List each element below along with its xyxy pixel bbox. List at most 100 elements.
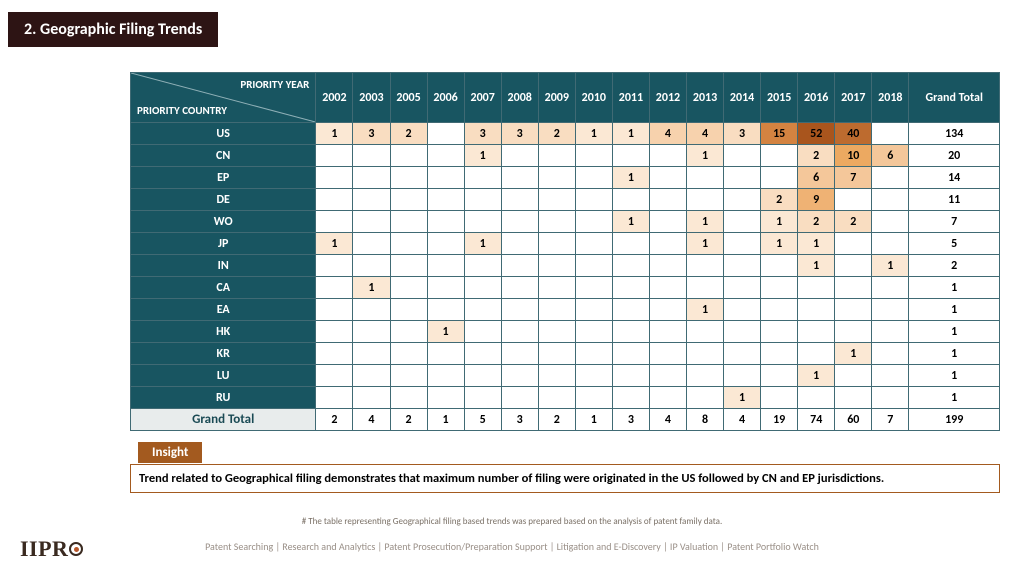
col-total: 8	[687, 409, 724, 431]
data-cell	[316, 365, 353, 387]
data-cell	[835, 387, 872, 409]
data-cell	[687, 321, 724, 343]
data-cell	[427, 255, 464, 277]
data-cell	[835, 299, 872, 321]
data-cell	[464, 343, 501, 365]
data-cell	[872, 233, 909, 255]
data-cell	[464, 277, 501, 299]
header-year: 2016	[798, 73, 835, 123]
data-cell	[649, 233, 686, 255]
filing-table-container: PRIORITY YEAR PRIORITY COUNTRY 200220032…	[130, 72, 1000, 431]
data-cell	[538, 365, 575, 387]
table-row: CN11210620	[131, 145, 1000, 167]
header-grand-total: Grand Total	[909, 73, 1000, 123]
table-row: DE2911	[131, 189, 1000, 211]
row-total: 134	[909, 123, 1000, 145]
col-total: 4	[649, 409, 686, 431]
data-cell	[464, 299, 501, 321]
data-cell	[649, 321, 686, 343]
data-cell	[761, 321, 798, 343]
data-cell	[835, 277, 872, 299]
data-cell	[427, 189, 464, 211]
data-cell	[464, 189, 501, 211]
table-row: LU11	[131, 365, 1000, 387]
data-cell	[390, 299, 427, 321]
header-year: 2013	[687, 73, 724, 123]
data-cell: 3	[464, 123, 501, 145]
country-label: LU	[131, 365, 316, 387]
data-cell	[575, 387, 612, 409]
data-cell	[687, 387, 724, 409]
data-cell: 2	[538, 123, 575, 145]
data-cell: 6	[872, 145, 909, 167]
data-cell	[464, 255, 501, 277]
data-cell	[872, 343, 909, 365]
data-cell	[872, 167, 909, 189]
country-label: EA	[131, 299, 316, 321]
services-line: Patent Searching | Research and Analytic…	[0, 540, 1024, 553]
header-year: 2012	[649, 73, 686, 123]
data-cell	[353, 299, 390, 321]
data-cell	[724, 255, 761, 277]
data-cell	[612, 321, 649, 343]
data-cell	[612, 255, 649, 277]
table-row: CA11	[131, 277, 1000, 299]
table-row: RU11	[131, 387, 1000, 409]
row-total: 1	[909, 299, 1000, 321]
data-cell	[761, 277, 798, 299]
data-cell: 1	[427, 321, 464, 343]
data-cell	[427, 387, 464, 409]
data-cell	[835, 233, 872, 255]
data-cell: 9	[798, 189, 835, 211]
data-cell: 1	[464, 233, 501, 255]
data-cell: 1	[724, 387, 761, 409]
data-cell: 1	[575, 123, 612, 145]
data-cell: 4	[649, 123, 686, 145]
data-cell: 1	[761, 211, 798, 233]
country-label: JP	[131, 233, 316, 255]
data-cell	[872, 189, 909, 211]
data-cell	[724, 167, 761, 189]
logo-text: IIPR	[20, 536, 68, 562]
data-cell	[687, 365, 724, 387]
data-cell	[575, 343, 612, 365]
data-cell	[798, 343, 835, 365]
data-cell	[501, 255, 538, 277]
col-total: 4	[353, 409, 390, 431]
data-cell	[687, 167, 724, 189]
header-year: 2003	[353, 73, 390, 123]
row-total: 20	[909, 145, 1000, 167]
data-cell	[835, 189, 872, 211]
data-cell	[649, 387, 686, 409]
data-cell	[872, 123, 909, 145]
data-cell: 40	[835, 123, 872, 145]
data-cell	[649, 167, 686, 189]
data-cell: 1	[464, 145, 501, 167]
table-footnote: # The table representing Geographical fi…	[0, 516, 1024, 527]
country-label: DE	[131, 189, 316, 211]
data-cell	[501, 167, 538, 189]
data-cell	[501, 189, 538, 211]
data-cell: 52	[798, 123, 835, 145]
data-cell	[538, 145, 575, 167]
country-label: CA	[131, 277, 316, 299]
data-cell	[464, 211, 501, 233]
header-year: 2011	[612, 73, 649, 123]
data-cell	[575, 233, 612, 255]
data-cell	[575, 145, 612, 167]
data-cell	[538, 167, 575, 189]
col-total: 19	[761, 409, 798, 431]
col-total: 1	[427, 409, 464, 431]
data-cell: 2	[390, 123, 427, 145]
filing-table: PRIORITY YEAR PRIORITY COUNTRY 200220032…	[130, 72, 1000, 431]
data-cell	[427, 277, 464, 299]
header-year: 2006	[427, 73, 464, 123]
data-cell	[353, 189, 390, 211]
data-cell	[761, 299, 798, 321]
data-cell	[501, 211, 538, 233]
data-cell	[649, 277, 686, 299]
data-cell	[390, 365, 427, 387]
data-cell	[390, 321, 427, 343]
data-cell	[501, 145, 538, 167]
data-cell: 1	[761, 233, 798, 255]
